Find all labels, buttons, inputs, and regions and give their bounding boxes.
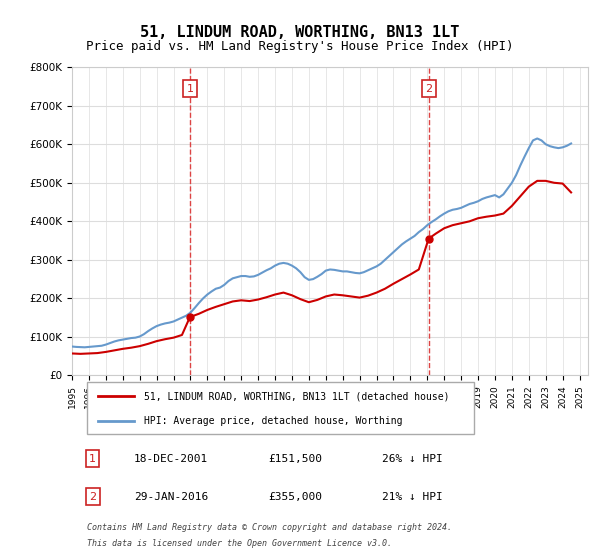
Text: 21% ↓ HPI: 21% ↓ HPI — [382, 492, 442, 502]
Text: 51, LINDUM ROAD, WORTHING, BN13 1LT: 51, LINDUM ROAD, WORTHING, BN13 1LT — [140, 25, 460, 40]
Text: 2: 2 — [425, 84, 432, 94]
Text: Price paid vs. HM Land Registry's House Price Index (HPI): Price paid vs. HM Land Registry's House … — [86, 40, 514, 53]
Text: 1: 1 — [89, 454, 96, 464]
Text: This data is licensed under the Open Government Licence v3.0.: This data is licensed under the Open Gov… — [88, 539, 392, 548]
Text: 26% ↓ HPI: 26% ↓ HPI — [382, 454, 442, 464]
Text: 29-JAN-2016: 29-JAN-2016 — [134, 492, 208, 502]
Text: 2: 2 — [89, 492, 96, 502]
FancyBboxPatch shape — [88, 382, 475, 435]
Text: £151,500: £151,500 — [268, 454, 322, 464]
Text: £355,000: £355,000 — [268, 492, 322, 502]
Text: 18-DEC-2001: 18-DEC-2001 — [134, 454, 208, 464]
Text: HPI: Average price, detached house, Worthing: HPI: Average price, detached house, Wort… — [144, 416, 403, 426]
Text: 1: 1 — [187, 84, 193, 94]
Text: Contains HM Land Registry data © Crown copyright and database right 2024.: Contains HM Land Registry data © Crown c… — [88, 524, 452, 533]
Text: 51, LINDUM ROAD, WORTHING, BN13 1LT (detached house): 51, LINDUM ROAD, WORTHING, BN13 1LT (det… — [144, 391, 450, 401]
